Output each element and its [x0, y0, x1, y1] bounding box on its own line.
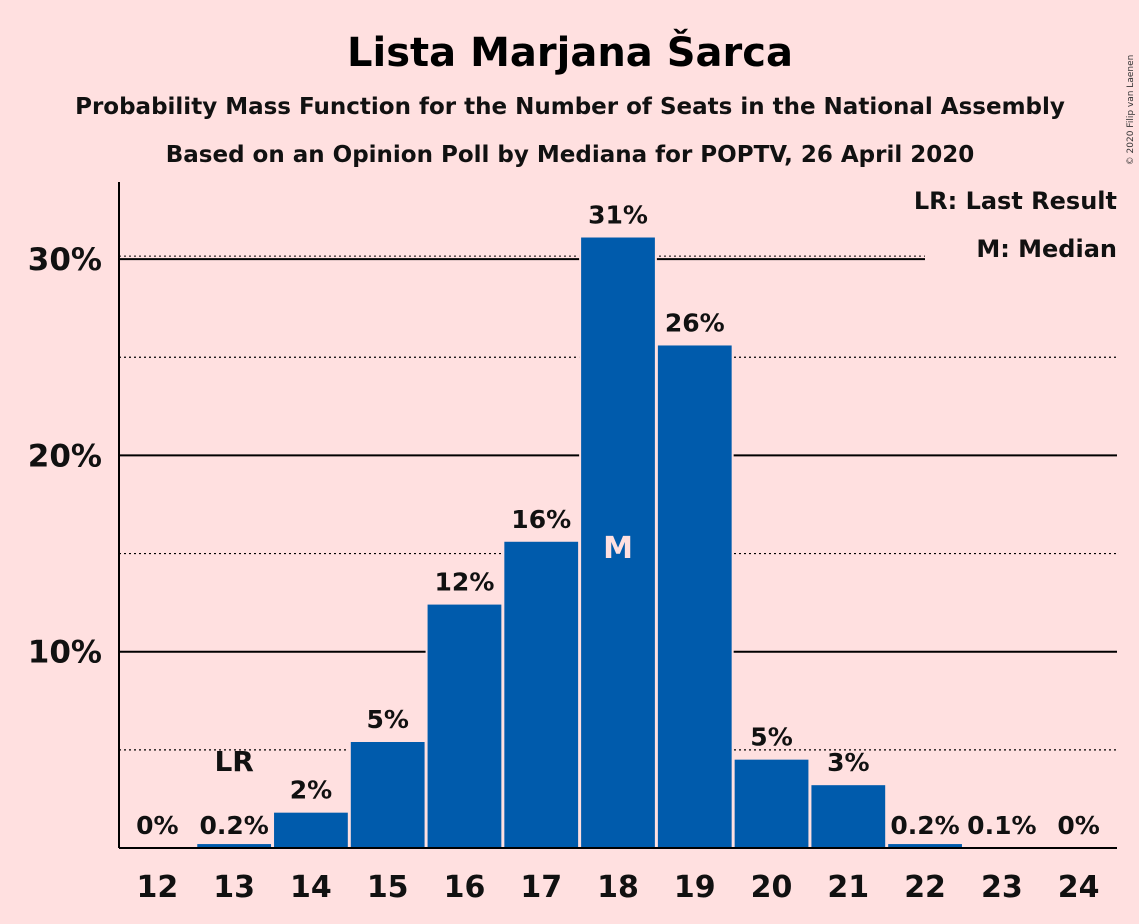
x-tick-label: 18: [597, 870, 639, 905]
data-labels: 0% 0.2% LR 2% 5% 12% 16% 31% M 26% 5% 3% 0.2% 0.1% 0%: [136, 201, 1100, 840]
bar-22: [888, 844, 962, 848]
data-label-18: 31%: [588, 201, 648, 230]
bar-16: [427, 604, 502, 848]
bars: [195, 235, 1041, 848]
x-tick-label: 16: [444, 870, 486, 905]
legend-median: M: Median: [976, 235, 1117, 263]
bar-18: [581, 237, 655, 848]
y-axis-ticks: 10% 20% 30%: [28, 242, 102, 671]
x-tick-label: 24: [1058, 870, 1100, 905]
x-tick-label: 12: [137, 870, 179, 905]
bar-17: [504, 541, 579, 848]
data-label-16: 12%: [435, 568, 495, 597]
bar-15: [350, 741, 425, 848]
x-axis-ticks: 12 13 14 15 16 17 18 19 20 21 22 23 24: [137, 870, 1100, 905]
y-tick-label: 20%: [28, 438, 102, 474]
data-label-20: 5%: [750, 723, 792, 752]
x-tick-label: 15: [367, 870, 409, 905]
legend-background: [925, 232, 1120, 262]
data-label-23: 0.1%: [967, 811, 1036, 840]
x-tick-label: 19: [674, 870, 716, 905]
x-tick-label: 23: [981, 870, 1023, 905]
x-tick-label: 17: [520, 870, 562, 905]
bar-14: [274, 812, 348, 848]
x-tick-label: 14: [290, 870, 332, 905]
data-label-24: 0%: [1057, 811, 1099, 840]
chart-subtitle: Probability Mass Function for the Number…: [75, 94, 1065, 120]
bar-13: [197, 844, 272, 848]
y-tick-label: 30%: [28, 242, 102, 278]
bar-21: [811, 785, 886, 848]
x-tick-label: 21: [827, 870, 869, 905]
copyright: © 2020 Filip van Laenen: [1126, 55, 1136, 166]
data-label-17: 16%: [511, 505, 571, 534]
data-label-13: 0.2%: [199, 811, 268, 840]
data-label-19: 26%: [665, 308, 725, 337]
x-tick-label: 22: [904, 870, 946, 905]
x-tick-label: 20: [751, 870, 793, 905]
legend-median-background: [925, 232, 1120, 262]
last-result-marker: LR: [214, 745, 253, 778]
data-label-22: 0.2%: [890, 811, 959, 840]
data-label-21: 3%: [827, 748, 869, 777]
x-tick-label: 13: [213, 870, 255, 905]
bar-gap: [962, 845, 1041, 848]
data-label-12: 0%: [136, 811, 178, 840]
chart-title: Lista Marjana Šarca: [347, 28, 793, 76]
data-label-15: 5%: [366, 705, 408, 734]
bar-20: [734, 759, 809, 848]
median-marker: M: [603, 531, 633, 566]
legend-last-result: LR: Last Result: [914, 187, 1117, 215]
bar-19: [657, 345, 732, 848]
chart-source: Based on an Opinion Poll by Mediana for …: [166, 142, 975, 168]
y-tick-label: 10%: [28, 635, 102, 671]
data-label-14: 2%: [290, 776, 332, 805]
